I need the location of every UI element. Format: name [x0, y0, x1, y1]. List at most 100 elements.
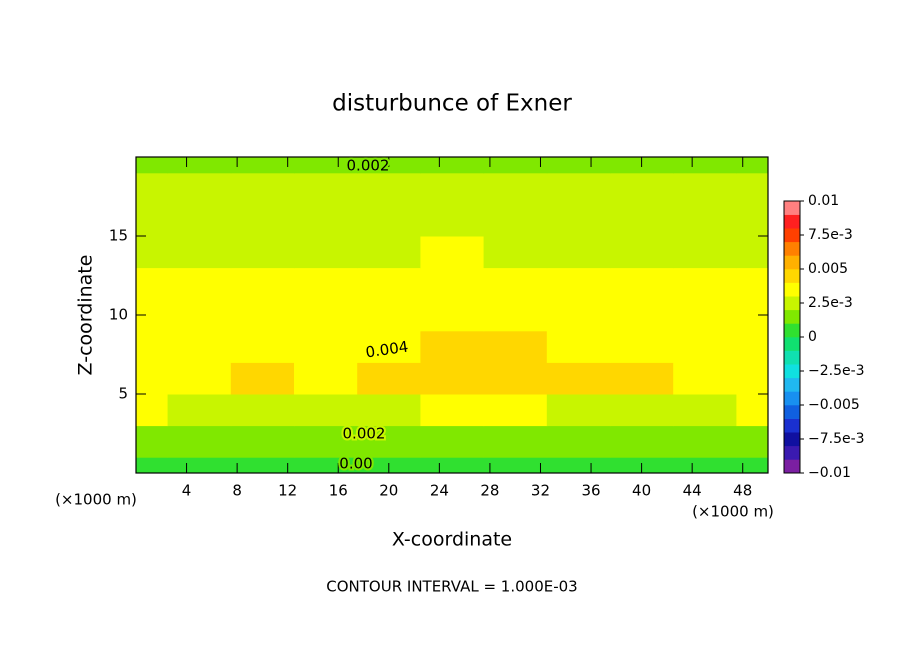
contour-cell [230, 204, 295, 237]
colorbar-band [784, 228, 800, 243]
contour-cell [483, 394, 548, 427]
contour-cell [167, 267, 232, 300]
colorbar-band [784, 323, 800, 338]
colorbar-tick-label: 2.5e-3 [808, 295, 853, 311]
footer-note: CONTOUR INTERVAL = 1.000E-03 [326, 578, 577, 596]
contour-cell [294, 394, 358, 427]
y-tick-label: 5 [118, 385, 128, 403]
contour-cell [136, 172, 169, 205]
x-tick-label: 36 [581, 482, 600, 500]
contour-cell [610, 236, 674, 269]
contour-cell [357, 299, 421, 332]
contour-cell [230, 157, 295, 174]
x-tick-label: 16 [329, 482, 348, 500]
contour-cell [610, 330, 674, 363]
colorbar-tick-label: 7.5e-3 [808, 227, 853, 243]
contour-cell [136, 267, 169, 300]
contour-cell [673, 330, 737, 363]
contour-cell [736, 362, 769, 395]
contour-cell [546, 425, 611, 458]
contour-cell [546, 362, 611, 395]
contour-cell [230, 299, 295, 332]
contour-cell [673, 236, 737, 269]
contour-cell [136, 157, 169, 174]
contour-cell [546, 330, 611, 363]
contour-cell [230, 172, 295, 205]
contour-cell [230, 362, 295, 395]
contour-cell [610, 394, 674, 427]
contour-cell [546, 394, 611, 427]
contour-cell [420, 157, 485, 174]
x-tick-label: 32 [531, 482, 550, 500]
contour-cell [167, 172, 232, 205]
x-tick-label: 20 [379, 482, 398, 500]
contour-cell [610, 299, 674, 332]
contour-cell [673, 362, 737, 395]
contour-cell [673, 425, 737, 458]
contour-cell [357, 172, 421, 205]
contour-cell [483, 157, 548, 174]
contour-cell [420, 457, 485, 474]
contour-cell [420, 172, 485, 205]
colorbar-band [784, 296, 800, 311]
colorbar-band [784, 445, 800, 460]
colorbar-tick-label: 0.01 [808, 193, 839, 209]
x-tick-label: 8 [232, 482, 242, 500]
contour-cell [673, 299, 737, 332]
contour-cell [230, 236, 295, 269]
colorbar-band [784, 405, 800, 419]
x-tick-label: 12 [278, 482, 297, 500]
contour-cell [167, 236, 232, 269]
contour-cell [736, 394, 769, 427]
colorbar-band [784, 201, 800, 215]
colorbar-band [784, 214, 800, 229]
contour-cell [483, 457, 548, 474]
contour-cell [357, 394, 421, 427]
contour-cell [546, 157, 611, 174]
contour-cell [546, 204, 611, 237]
contour-cell [294, 157, 358, 174]
contour-cell [167, 330, 232, 363]
colorbar-band [784, 241, 800, 256]
contour-cell [610, 267, 674, 300]
contour-cell [483, 330, 548, 363]
contour-cell [483, 267, 548, 300]
contour-cell [357, 204, 421, 237]
colorbar-band [784, 377, 800, 392]
contour-cell [230, 425, 295, 458]
contour-cell [420, 425, 485, 458]
contour-cell [610, 425, 674, 458]
contour-field [136, 157, 769, 474]
contour-cell [736, 172, 769, 205]
chart-title: disturbunce of Exner [332, 91, 572, 117]
contour-cell [294, 236, 358, 269]
x-unit-label: (×1000 m) [55, 491, 137, 509]
x-tick-label: 44 [683, 482, 702, 500]
x-tick-label: 24 [430, 482, 449, 500]
contour-cell [546, 236, 611, 269]
contour-cell [673, 157, 737, 174]
contour-cell [736, 204, 769, 237]
contour-cell [230, 330, 295, 363]
x-unit-label: (×1000 m) [692, 503, 774, 521]
contour-cell [736, 267, 769, 300]
contour-cell [294, 330, 358, 363]
contour-cell [673, 457, 737, 474]
contour-cell [420, 204, 485, 237]
contour-cell [167, 157, 232, 174]
overlay: 4 8 12 16 20 24 28 32 36 40 44 4851015−0.01−7.5e-3−… [109, 156, 865, 500]
contour-cell [483, 425, 548, 458]
contour-cell [167, 204, 232, 237]
y-tick-label: 15 [109, 227, 128, 245]
colorbar-tick-label: 0 [808, 329, 817, 345]
contour-cell [136, 362, 169, 395]
colorbar-band [784, 432, 800, 447]
contour-label: 0.002 [347, 157, 390, 175]
contour-cell [294, 362, 358, 395]
contour-cell [230, 457, 295, 474]
contour-cell [136, 425, 169, 458]
x-tick-label: 4 [182, 482, 192, 500]
colorbar-band [784, 459, 800, 474]
contour-cell [357, 236, 421, 269]
contour-cell [673, 172, 737, 205]
